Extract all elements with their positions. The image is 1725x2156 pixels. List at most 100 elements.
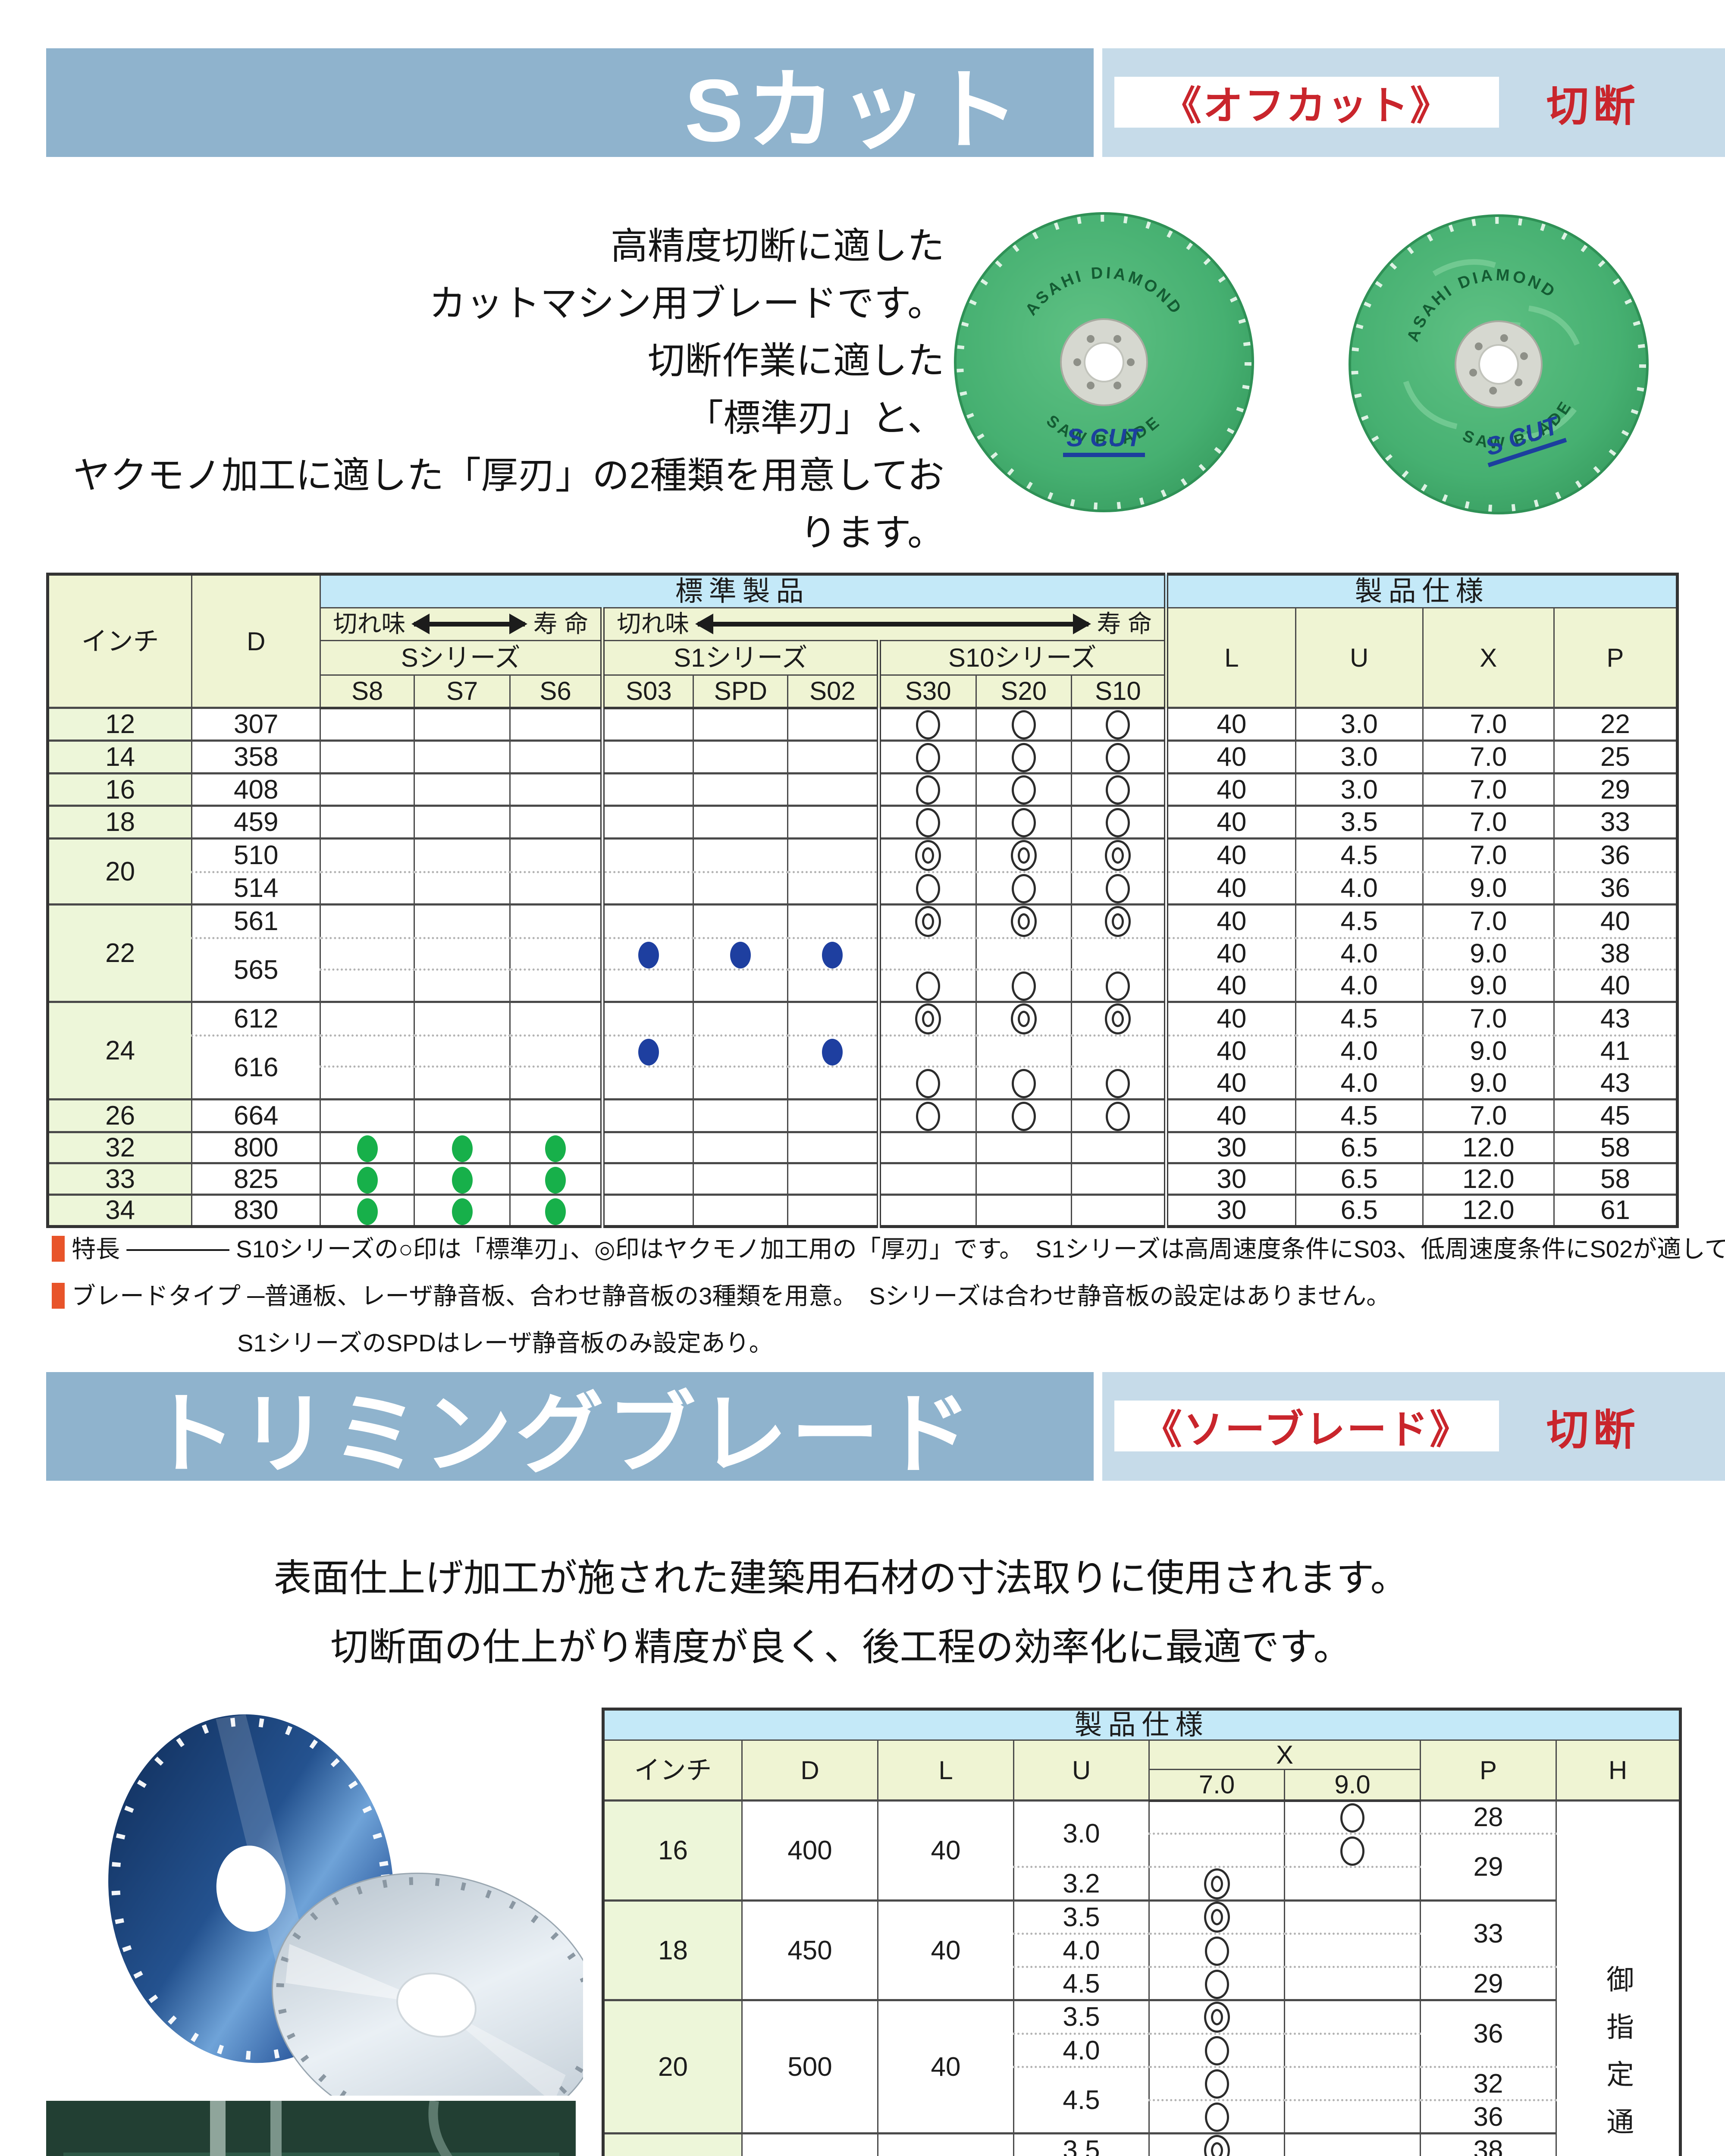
cell-mark (320, 805, 415, 839)
cell-x90 (1284, 1933, 1421, 1967)
x-sub-header-90: 9.0 (1284, 1769, 1421, 1802)
cell-diameter: 830 (191, 1193, 321, 1226)
cell-mark (600, 1193, 694, 1226)
cell-p: 43 (1553, 1065, 1678, 1100)
cell-inch: 22 (602, 2132, 743, 2156)
mark-dot-blue (638, 1039, 659, 1066)
cell-p: 29 (1420, 1966, 1557, 2000)
cell-mark (787, 1001, 880, 1036)
cell-x70 (1148, 1966, 1285, 2000)
code-header: S7 (414, 674, 511, 709)
cell-p: 25 (1553, 740, 1678, 774)
cell-mark (693, 837, 789, 872)
cell-diameter: 800 (191, 1131, 321, 1163)
table-row: 32 800 30 6.5 12.0 58 (47, 1131, 1678, 1163)
table-row: 3.2 (603, 1866, 1681, 1901)
mark-dot-green (357, 1135, 378, 1163)
table-row: 20 510 40 4.5 7.0 36 (47, 837, 1678, 905)
cell-l: 40 (1164, 871, 1296, 905)
intro1-line: 切断作業に適した (648, 340, 944, 382)
cell-diameter: 307 (191, 706, 321, 741)
cell-x90 (1284, 2066, 1421, 2100)
table-row: 4.0 (603, 1933, 1681, 1967)
cell-mark (414, 1098, 511, 1132)
cell-mark (693, 871, 789, 905)
cell-p: 61 (1553, 1193, 1678, 1226)
mark-circle-standard (1204, 2069, 1229, 2099)
cell-l: 30 (1164, 1193, 1296, 1226)
cell-p: 29 (1553, 772, 1678, 806)
footnote-line: ブレードタイプ ─普通板、レーザ静音板、合わせ静音板の3種類を用意。 Sシリーズ… (52, 1277, 1699, 1312)
mark-double-circle-thick (915, 906, 941, 937)
intro1-line: ヤクモノ加工に適した「厚刃」の2種類を用意しております。 (73, 455, 944, 554)
code-header: S8 (320, 674, 415, 709)
footnote-text: 特長 ────── S10シリーズの○印は「標準刃」、◎印はヤクモノ加工用の「厚… (72, 1235, 1725, 1263)
cell-mark (320, 1034, 415, 1067)
mark-dot-blue (730, 941, 751, 968)
table-row: 26 664 40 4.5 7.0 45 (47, 1098, 1678, 1132)
cell-mark (414, 871, 511, 905)
intro1-paragraph: 高精度切断に適した カットマシン用ブレードです。 切断作業に適した 「標準刃」と… (43, 218, 944, 562)
mark-dot-green (452, 1135, 473, 1163)
col-header-inch: インチ (602, 1739, 743, 1802)
mark-dot-green (545, 1166, 566, 1194)
header1-band: Sカット (46, 48, 1094, 160)
mark-circle-standard (1011, 743, 1036, 772)
cell-mark (320, 772, 415, 806)
cell-x: 7.0 (1422, 1001, 1555, 1036)
cell-x90 (1284, 2132, 1421, 2156)
cell-x90 (1284, 2099, 1421, 2134)
mark-circle-standard (1204, 1969, 1229, 1999)
cell-diameter: 612 (191, 1001, 321, 1036)
cell-mark (975, 740, 1072, 774)
cell-inch: 22 (47, 903, 193, 1002)
col-header-l: L (1164, 607, 1296, 708)
cell-mark (975, 1162, 1072, 1195)
cell-x: 12.0 (1422, 1131, 1555, 1163)
cell-mark (320, 1098, 415, 1132)
cell-mark (787, 740, 880, 774)
cell-mark (787, 1162, 880, 1195)
sawblade-label: 《ソーブレード》 (1142, 1407, 1471, 1452)
cell-mark (787, 871, 880, 905)
cell-mark (320, 968, 415, 1002)
cell-u: 3.0 (1295, 706, 1424, 741)
cell-inch: 18 (602, 1899, 743, 2000)
intro1-line: 高精度切断に適した (611, 226, 944, 267)
mark-double-circle-thick (1204, 1868, 1230, 1899)
cell-mark (1070, 1065, 1167, 1100)
cell-diameter: 616 (191, 1034, 321, 1100)
sharpness-label: 切れ味 (333, 610, 406, 638)
cell-mark (600, 1065, 694, 1100)
cell-l: 30 (1164, 1162, 1296, 1195)
cell-u: 6.5 (1295, 1162, 1424, 1195)
cell-mark (414, 740, 511, 774)
cell-x: 12.0 (1422, 1193, 1555, 1226)
table-row: 16 400 40 3.0 28 御指定通り (602, 1799, 1681, 2156)
cell-mark (975, 706, 1072, 741)
cell-mark (320, 740, 415, 774)
cell-mark (693, 903, 789, 938)
cell-h-as-specified: 御指定通り (1556, 1799, 1681, 2156)
table-row: 40 4.0 9.0 40 (48, 968, 1678, 1002)
cell-p: 22 (1553, 706, 1678, 741)
cell-mark (1070, 706, 1167, 741)
cell-x: 7.0 (1422, 903, 1555, 938)
code-header: S30 (876, 674, 977, 709)
cell-mark (509, 1065, 603, 1100)
mark-dot-blue (822, 1039, 843, 1066)
table-row: 40 4.0 9.0 43 (48, 1065, 1678, 1100)
mark-circle-standard (916, 1101, 941, 1131)
table-row: 22550403.5 38 (602, 2132, 1681, 2156)
cell-mark (600, 1098, 694, 1132)
cell-x90 (1284, 2033, 1421, 2067)
cell-x70 (1148, 2033, 1285, 2067)
cell-u: 3.5 (1013, 1899, 1150, 1934)
cell-x70 (1148, 1833, 1285, 1867)
cell-mark (693, 706, 789, 741)
mark-dot-blue (638, 941, 659, 968)
cell-diameter: 514 (191, 871, 321, 905)
cell-mark (414, 1193, 511, 1226)
table-row: 20 500 40 3.5 36 (602, 1999, 1681, 2134)
cell-inch: 33 (47, 1162, 193, 1195)
